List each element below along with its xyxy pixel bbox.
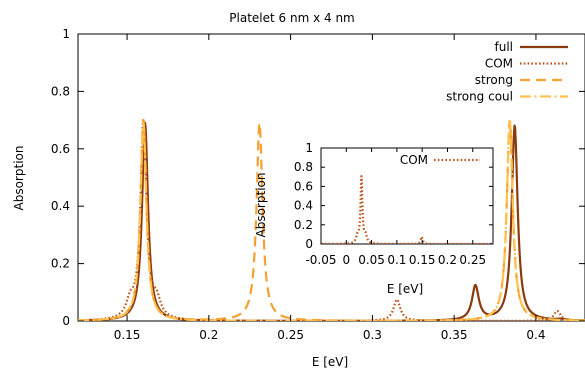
inset-x-tick-label: 0.05: [358, 253, 385, 267]
x-axis-label: E [eV]: [312, 355, 348, 369]
inset-x-tick-label: 0.1: [387, 253, 406, 267]
inset-x-tick-label: 0.15: [409, 253, 436, 267]
inset-y-tick-label: 1: [305, 141, 313, 155]
main-y-tick-label: 0: [62, 314, 70, 328]
main-y-tick-label: 0.6: [51, 142, 70, 156]
inset-y-tick-label: 0.4: [294, 199, 313, 213]
inset-plot-frame: [320, 147, 494, 245]
main-x-tick-label: 0.25: [277, 328, 304, 342]
main-y-tick-label: 0.8: [51, 84, 70, 98]
inset-legend-label: COM: [400, 153, 428, 167]
main-legend-label: full: [495, 40, 514, 54]
main-legend-label: strong: [475, 73, 513, 87]
inset-y-tick-label: 0.6: [294, 179, 313, 193]
inset-series-line-com: [321, 175, 493, 244]
main-x-tick-label: 0.3: [363, 328, 382, 342]
main-legend-label: strong coul: [446, 90, 513, 104]
main-x-tick-label: 0.35: [441, 328, 468, 342]
main-x-tick-label: 0.15: [114, 328, 141, 342]
main-y-tick-label: 1: [62, 27, 70, 41]
main-y-tick-label: 0.4: [51, 199, 70, 213]
inset-y-tick-label: 0.2: [294, 218, 313, 232]
main-x-tick-label: 0.4: [526, 328, 545, 342]
inset-x-tick-label: 0.25: [459, 253, 486, 267]
inset-x-axis-label: E [eV]: [387, 282, 423, 296]
inset-background: [321, 148, 493, 244]
inset-x-tick-label: -0.05: [305, 253, 336, 267]
main-x-tick-label: 0.2: [199, 328, 218, 342]
inset-y-tick-label: 0.8: [294, 160, 313, 174]
y-axis-label: Absorption: [12, 146, 26, 211]
main-y-tick-label: 0.2: [51, 257, 70, 271]
main-series-line-strong-coul: [78, 119, 585, 321]
inset-y-axis-label: Absorption: [254, 173, 268, 238]
inset-y-tick-label: 0: [305, 237, 313, 251]
inset-x-tick-label: 0: [342, 253, 350, 267]
chart-title: Platelet 6 nm x 4 nm: [229, 11, 354, 25]
inset-x-tick-label: 0.2: [438, 253, 457, 267]
main-legend-label: COM: [485, 57, 513, 71]
